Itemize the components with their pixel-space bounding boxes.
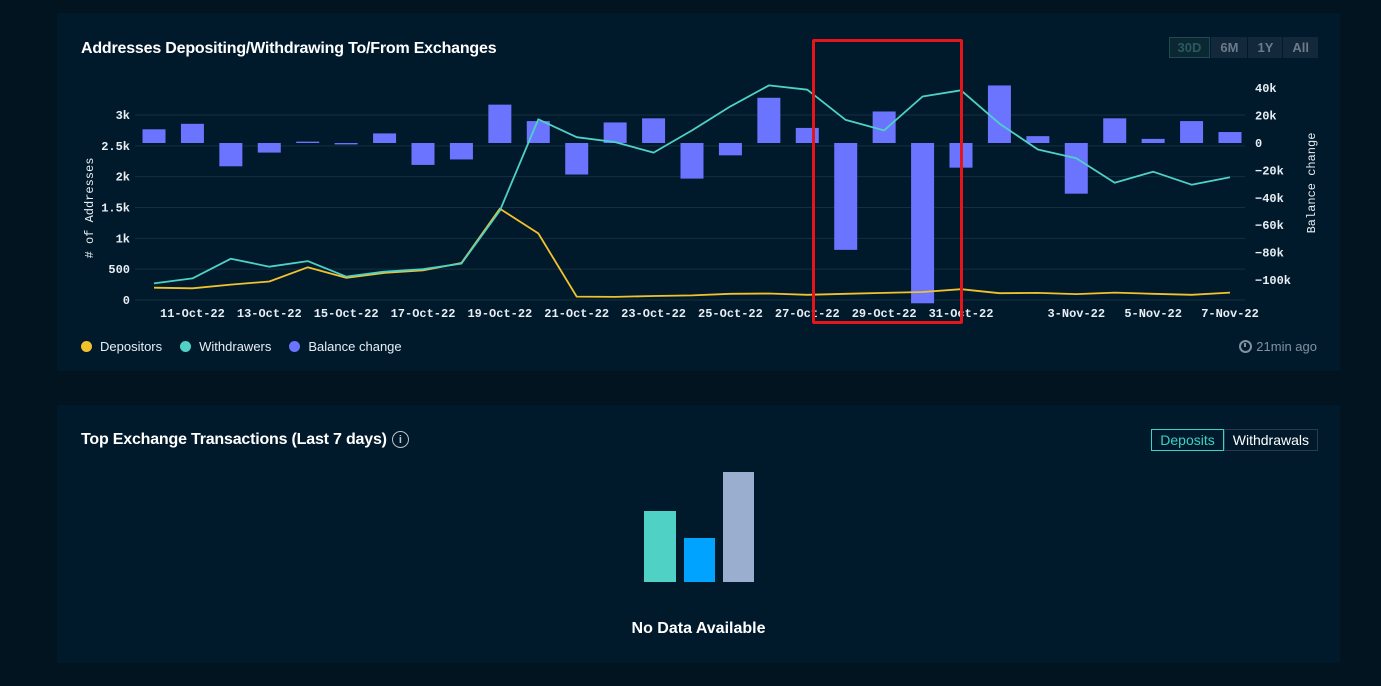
last-updated: 21min ago (1239, 339, 1317, 354)
withdrawals-tab[interactable]: Withdrawals (1223, 429, 1318, 451)
legend-label-withdrawers: Withdrawers (199, 339, 272, 354)
tx-type-toggle: Deposits Withdrawals (1151, 429, 1318, 451)
range-6m-button[interactable]: 6M (1211, 37, 1248, 58)
tx-panel-title-row: Top Exchange Transactions (Last 7 days) i (81, 431, 409, 449)
legend-label-depositors: Depositors (100, 339, 163, 354)
legend-dot-withdrawers (180, 341, 192, 352)
legend-item-withdrawers[interactable]: Withdrawers (180, 339, 271, 354)
range-1y-button[interactable]: 1Y (1248, 37, 1283, 58)
empty-art-bar-1 (644, 511, 676, 582)
time-range-selector: 30D 6M 1Y All (1168, 37, 1318, 58)
info-icon[interactable]: i (391, 431, 409, 449)
legend-item-depositors[interactable]: Depositors (81, 339, 162, 354)
chart-legend: Depositors Withdrawers Balance change (81, 339, 420, 354)
deposits-tab[interactable]: Deposits (1151, 429, 1224, 451)
legend-label-balance-change: Balance change (308, 339, 402, 354)
legend-dot-balance-change (289, 341, 301, 352)
range-30d-button[interactable]: 30D (1168, 37, 1211, 58)
legend-item-balance-change[interactable]: Balance change (289, 339, 402, 354)
chart-title: Addresses Depositing/Withdrawing To/From… (81, 40, 497, 57)
legend-dot-depositors (81, 341, 92, 352)
tx-panel-title: Top Exchange Transactions (Last 7 days) (81, 431, 387, 448)
empty-state-bar-icon (644, 472, 754, 582)
empty-art-bar-2 (684, 538, 715, 582)
top-exchange-transactions-card: Top Exchange Transactions (Last 7 days) i… (57, 405, 1340, 663)
last-updated-text: 21min ago (1256, 339, 1317, 354)
highlight-box (812, 39, 963, 324)
empty-art-bar-3 (723, 472, 754, 582)
empty-state-message: No Data Available (631, 620, 766, 637)
range-all-button[interactable]: All (1283, 37, 1318, 58)
exchange-flow-card: Addresses Depositing/Withdrawing To/From… (57, 13, 1340, 371)
clock-icon (1239, 340, 1253, 353)
